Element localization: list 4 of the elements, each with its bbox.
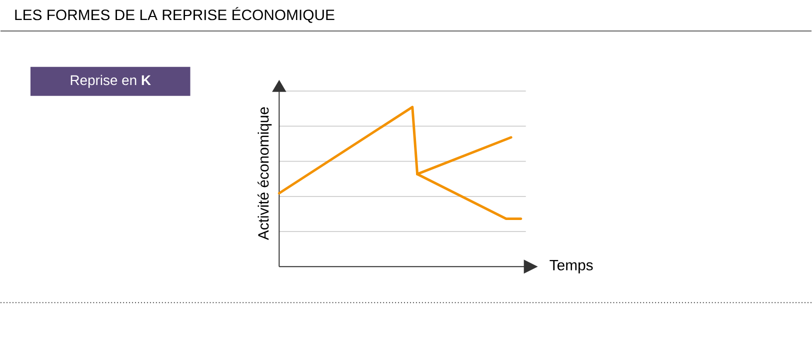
y-axis-title: Activité économique: [258, 107, 272, 240]
text: Reprise en K: [70, 75, 151, 88]
x-axis-title: Temps: [550, 260, 593, 274]
chart-title: LES FORMES DE LA REPRISE ÉCONOMIQUE: [15, 7, 334, 24]
